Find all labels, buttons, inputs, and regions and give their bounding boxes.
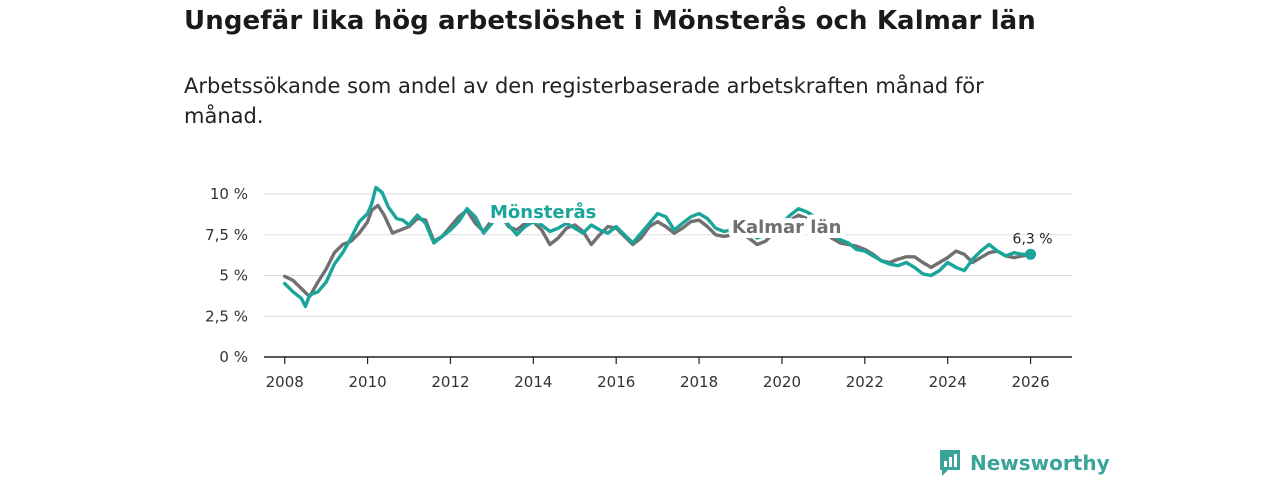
x-tick-label: 2012 (431, 373, 469, 391)
y-tick-label: 5 % (219, 267, 248, 285)
x-tick-label: 2016 (597, 373, 635, 391)
x-tick-label: 2008 (266, 373, 304, 391)
y-tick-label: 7,5 % (205, 226, 248, 244)
x-tick-label: 2024 (929, 373, 967, 391)
chart-title: Ungefär lika hög arbetslöshet i Mönsterå… (184, 6, 1036, 36)
x-tick-label: 2014 (514, 373, 552, 391)
newsworthy-logo-icon (940, 450, 960, 476)
newsworthy-logo-text: Newsworthy (970, 451, 1110, 475)
x-tick-label: 2018 (680, 373, 718, 391)
series-label-kalmar-lan-halo: Kalmar län (732, 217, 841, 238)
end-point-marker (1025, 248, 1037, 260)
y-tick-label: 2,5 % (205, 307, 248, 325)
x-tick-label: 2022 (846, 373, 884, 391)
series-line-monsteras (283, 185, 1033, 309)
y-tick-label: 10 % (210, 185, 248, 203)
series-label-monsteras: Mönsterås (490, 201, 596, 223)
x-tick-label: 2010 (348, 373, 386, 391)
series-label-monsteras-halo: Mönsterås (490, 201, 596, 223)
newsworthy-logo: Newsworthy (938, 448, 1110, 478)
chart-subtitle: Arbetssökande som andel av den registerb… (184, 74, 984, 128)
x-tick-label: 2020 (763, 373, 801, 391)
series-label-kalmar-lan: Kalmar län (732, 217, 841, 238)
y-tick-label: 0 % (219, 348, 248, 366)
series-line-kalmar-lan (283, 203, 1033, 299)
end-value-label: 6,3 % (1013, 231, 1053, 247)
x-tick-label: 2026 (1011, 373, 1049, 391)
